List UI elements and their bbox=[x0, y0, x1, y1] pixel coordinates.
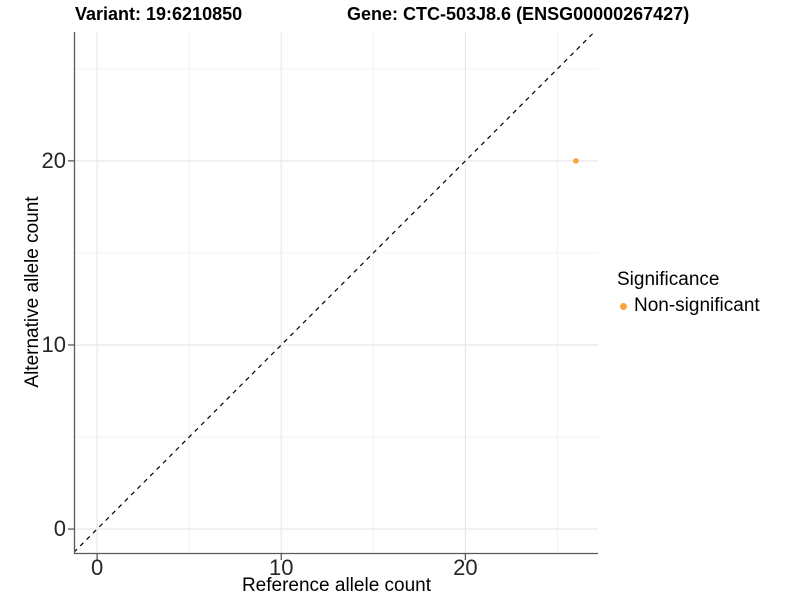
identity-dashed-line bbox=[75, 32, 596, 553]
legend-items: Non-significant bbox=[617, 295, 760, 317]
plot-title-gene: Gene: CTC-503J8.6 (ENSG00000267427) bbox=[347, 4, 690, 24]
legend: Significance Non-significant bbox=[617, 269, 760, 317]
y-tick-label: 0 bbox=[53, 516, 66, 542]
x-tick-label: 20 bbox=[453, 555, 478, 580]
x-axis-title: Reference allele count bbox=[241, 575, 432, 596]
y-axis-title: Alternative allele count bbox=[22, 196, 43, 388]
legend-label: Non-significant bbox=[634, 295, 760, 316]
legend-item: Non-significant bbox=[617, 295, 760, 317]
y-tick-label: 20 bbox=[41, 147, 66, 173]
x-tick-label: 0 bbox=[90, 555, 104, 580]
data-point bbox=[573, 158, 579, 164]
x-tick-label: 10 bbox=[269, 555, 294, 580]
y-tick-label: 10 bbox=[41, 331, 66, 357]
legend-point-icon bbox=[620, 302, 627, 310]
legend-title: Significance bbox=[617, 269, 720, 290]
plot-title-variant: Variant: 19:6210850 bbox=[75, 4, 243, 24]
